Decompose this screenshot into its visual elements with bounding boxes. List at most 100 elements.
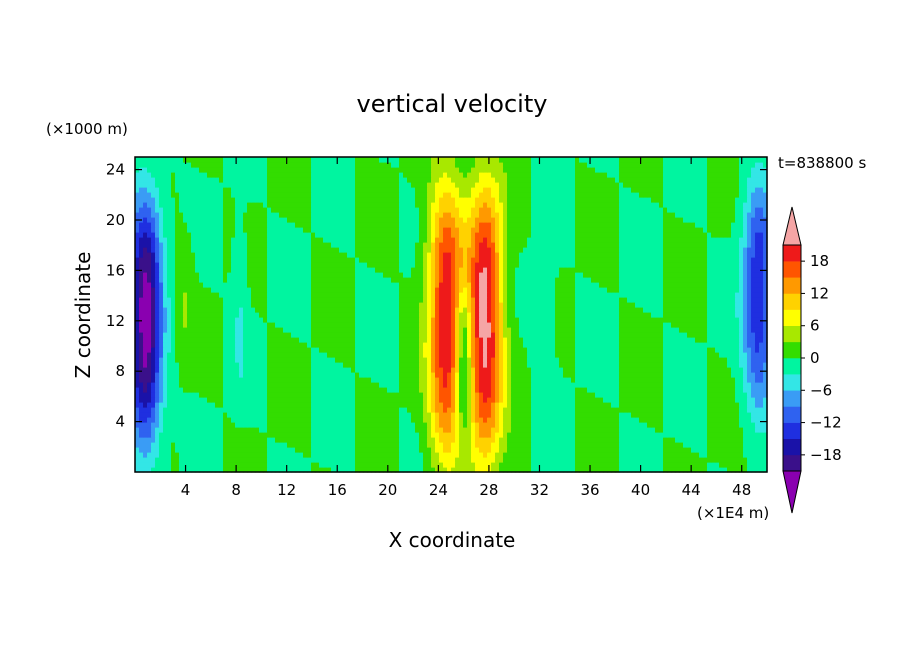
heatmap-cell (695, 422, 700, 428)
heatmap-cell (291, 362, 296, 368)
heatmap-cell (255, 322, 260, 328)
heatmap-cell (495, 352, 500, 358)
heatmap-cell (583, 437, 588, 443)
heatmap-cell (147, 432, 152, 438)
heatmap-cell (363, 407, 368, 413)
heatmap-cell (247, 397, 252, 403)
heatmap-cell (635, 432, 640, 438)
heatmap-cell (667, 372, 672, 378)
heatmap-cell (483, 457, 488, 463)
heatmap-cell (167, 382, 172, 388)
heatmap-cell (495, 467, 500, 473)
heatmap-cell (347, 462, 352, 468)
heatmap-cell (159, 357, 164, 363)
heatmap-cell (631, 412, 636, 418)
heatmap-cell (235, 342, 240, 348)
heatmap-cell (147, 372, 152, 378)
heatmap-cell (207, 442, 212, 448)
heatmap-cell (275, 427, 280, 433)
heatmap-cell (199, 447, 204, 453)
heatmap-cell (203, 467, 208, 473)
heatmap-cell (475, 377, 480, 383)
heatmap-cell (355, 372, 360, 378)
heatmap-cell (259, 442, 264, 448)
heatmap-cell (355, 412, 360, 418)
heatmap-cell (359, 347, 364, 353)
heatmap-cell (159, 417, 164, 423)
heatmap-cell (735, 332, 740, 338)
heatmap-cell (303, 427, 308, 433)
heatmap-cell (667, 447, 672, 453)
heatmap-cell (595, 387, 600, 393)
heatmap-cell (415, 397, 420, 403)
heatmap-cell (495, 437, 500, 443)
heatmap-cell (207, 382, 212, 388)
heatmap-cell (307, 402, 312, 408)
heatmap-cell (351, 412, 356, 418)
heatmap-cell (683, 352, 688, 358)
heatmap-cell (359, 327, 364, 333)
heatmap-cell (471, 402, 476, 408)
heatmap-cell (707, 437, 712, 443)
heatmap-cell (495, 337, 500, 343)
heatmap-cell (319, 367, 324, 373)
heatmap-cell (331, 387, 336, 393)
heatmap-cell (551, 377, 556, 383)
heatmap-cell (251, 327, 256, 333)
heatmap-cell (711, 367, 716, 373)
heatmap-cell (319, 432, 324, 438)
heatmap-cell (419, 392, 424, 398)
heatmap-cell (707, 452, 712, 458)
heatmap-cell (327, 347, 332, 353)
heatmap-cell (623, 437, 628, 443)
heatmap-cell (523, 422, 528, 428)
heatmap-cell (683, 377, 688, 383)
heatmap-cell (499, 327, 504, 333)
heatmap-cell (659, 387, 664, 393)
heatmap-cell (647, 422, 652, 428)
heatmap-cell (367, 362, 372, 368)
heatmap-cell (331, 392, 336, 398)
heatmap-cell (735, 417, 740, 423)
heatmap-cell (263, 437, 268, 443)
heatmap-cell (447, 447, 452, 453)
heatmap-cell (367, 432, 372, 438)
heatmap-cell (263, 417, 268, 423)
heatmap-cell (439, 442, 444, 448)
heatmap-cell (255, 387, 260, 393)
heatmap-cell (535, 457, 540, 463)
heatmap-cell (407, 402, 412, 408)
heatmap-cell (187, 432, 192, 438)
heatmap-cell (639, 427, 644, 433)
heatmap-cell (611, 352, 616, 358)
heatmap-cell (483, 427, 488, 433)
heatmap-cell (367, 317, 372, 323)
heatmap-cell (647, 452, 652, 458)
heatmap-cell (455, 397, 460, 403)
heatmap-cell (575, 317, 580, 323)
heatmap-cell (295, 397, 300, 403)
heatmap-cell (191, 342, 196, 348)
heatmap-cell (427, 437, 432, 443)
heatmap-cell (387, 402, 392, 408)
heatmap-cell (155, 437, 160, 443)
heatmap-cell (623, 427, 628, 433)
heatmap-cell (703, 352, 708, 358)
heatmap-cell (439, 462, 444, 468)
heatmap-cell (591, 377, 596, 383)
heatmap-cell (355, 417, 360, 423)
heatmap-cell (611, 412, 616, 418)
heatmap-cell (559, 357, 564, 363)
heatmap-cell (519, 337, 524, 343)
heatmap-cell (251, 342, 256, 348)
heatmap-cell (543, 422, 548, 428)
heatmap-cell (671, 347, 676, 353)
heatmap-cell (643, 462, 648, 468)
heatmap-cell (359, 417, 364, 423)
heatmap-cell (691, 432, 696, 438)
heatmap-cell (607, 337, 612, 343)
heatmap-cell (319, 412, 324, 418)
heatmap-cell (367, 312, 372, 318)
heatmap-cell (711, 352, 716, 358)
heatmap-cell (427, 327, 432, 333)
